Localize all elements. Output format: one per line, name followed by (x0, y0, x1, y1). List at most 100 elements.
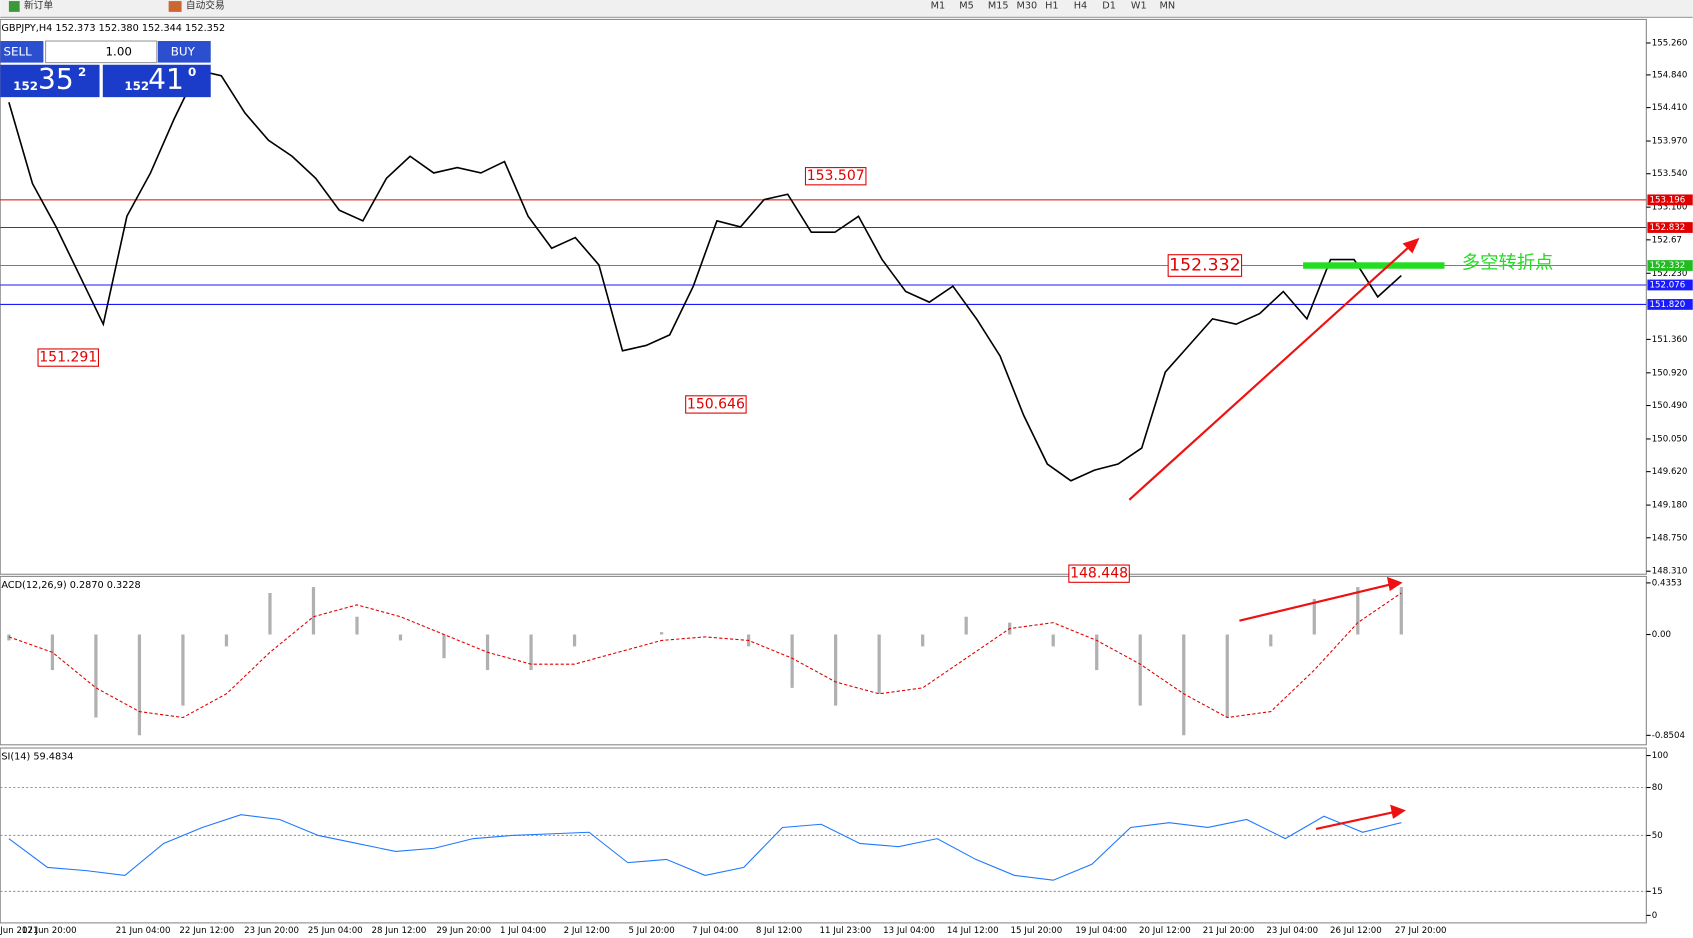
auto-trading-icon[interactable] (168, 1, 182, 12)
x-tick-label: 13 Jul 04:00 (883, 926, 935, 936)
auto-trading-button[interactable]: 自动交易 (186, 0, 225, 11)
timeframe-button[interactable]: M1 (931, 0, 946, 11)
new-order-icon[interactable] (8, 1, 20, 12)
x-tick-label: 11 Jul 23:00 (820, 926, 872, 936)
y-tick-label: 148.750 (1652, 533, 1688, 543)
x-tick-label: 14 Jul 12:00 (947, 926, 999, 936)
price-level-label: 151.820 (1650, 300, 1686, 310)
price-level-tag (1647, 194, 1693, 206)
price-annotation-box (1167, 254, 1243, 277)
price-level-tag (1647, 260, 1693, 271)
price-annotation-box (1068, 564, 1130, 583)
x-tick-label: 7 Jul 04:00 (692, 926, 738, 936)
price-level-tag (1647, 279, 1693, 291)
timeframe-button[interactable]: W1 (1131, 0, 1147, 11)
toolbar (0, 0, 1693, 17)
bid-box[interactable] (0, 64, 100, 98)
price-level-label: 152.832 (1650, 223, 1686, 233)
timeframe-button[interactable]: M30 (1017, 0, 1038, 11)
macd-panel (0, 575, 1647, 746)
price-annotation: 150.646 (687, 396, 745, 412)
buy-label[interactable]: BUY (171, 44, 196, 58)
price-annotation-box (685, 395, 747, 414)
y-tick-label: 154.840 (1652, 70, 1688, 80)
timeframe-button[interactable]: M15 (988, 0, 1009, 11)
x-tick-label: 23 Jun 20:00 (244, 926, 299, 936)
y-tick-label: 0 (1652, 911, 1658, 921)
y-tick-label: 0.4353 (1652, 578, 1682, 588)
bid-mid: 35 (38, 63, 74, 96)
bid-sup: 2 (78, 65, 86, 79)
rsi-panel (0, 747, 1647, 924)
y-tick-label: 148.310 (1652, 567, 1688, 577)
y-tick-label: 150.920 (1652, 368, 1688, 378)
price-line (8, 814, 1402, 881)
x-tick-label: 2 Jul 12:00 (564, 926, 610, 936)
ask-sup: 0 (188, 65, 196, 79)
sell-label[interactable]: SELL (3, 44, 32, 58)
ask-big: 152 (124, 79, 149, 93)
y-tick-label: 50 (1652, 831, 1663, 841)
y-tick-label: 0.00 (1652, 630, 1671, 640)
buy-button[interactable] (157, 41, 211, 63)
x-tick-label: 26 Jul 12:00 (1330, 926, 1382, 936)
x-tick-label: 8 Jul 12:00 (756, 926, 802, 936)
timeframe-button[interactable]: M5 (959, 0, 974, 11)
price-annotation: 153.507 (807, 168, 865, 184)
rsi-trend-line (1315, 810, 1397, 831)
timeframe-button[interactable]: H1 (1045, 0, 1058, 11)
bid-big: 152 (13, 79, 38, 93)
charts: GBPJPY,H4 152.373 152.380 152.344 152.35… (0, 23, 1693, 936)
x-tick-label: 22 Jun 12:00 (179, 926, 234, 936)
price-annotation: 148.448 (1070, 566, 1128, 582)
x-tick-label: 5 Jul 20:00 (628, 926, 674, 936)
y-tick-label: -0.8504 (1652, 731, 1685, 741)
timeframe-button[interactable]: MN (1160, 0, 1176, 11)
timeframe-button[interactable]: H4 (1074, 0, 1087, 11)
y-tick-label: 151.360 (1652, 335, 1688, 345)
x-tick-label: 1 Jul 04:00 (500, 926, 546, 936)
x-tick-label: 27 Jul 20:00 (1395, 926, 1447, 936)
signal-line (8, 592, 1402, 719)
y-tick-label: 149.620 (1652, 467, 1688, 477)
y-tick-label: 153.540 (1652, 169, 1688, 179)
lots-field[interactable] (45, 40, 158, 64)
arrow-head (1402, 237, 1420, 254)
x-tick-label: 17 Jun 20:00 (22, 926, 77, 936)
x-tick-label: 25 Jun 04:00 (308, 926, 363, 936)
y-tick-label: 155.260 (1652, 38, 1688, 48)
arrow-head (1386, 576, 1403, 592)
price-annotation-box (804, 167, 867, 186)
x-tick-label: 19 Jul 04:00 (1075, 926, 1127, 936)
sell-button[interactable] (0, 41, 44, 63)
one-click-panel: SELL 1.00 BUY 152 35 2 152 41 0 (0, 40, 211, 98)
lots-value[interactable]: 1.00 (106, 44, 132, 58)
price-annotation: 151.291 (39, 350, 97, 366)
price-annotation: 152.332 (1169, 256, 1240, 276)
y-tick-label: 152.230 (1652, 269, 1688, 279)
y-tick-label: 150.050 (1652, 434, 1688, 444)
price-level-label: 153.196 (1650, 195, 1686, 205)
y-tick-label: 150.490 (1652, 401, 1688, 411)
y-tick-label: 152.67 (1652, 235, 1682, 245)
ask-mid: 41 (148, 63, 184, 96)
y-tick-label: 153.970 (1652, 137, 1688, 147)
price-annotation-box (37, 348, 100, 367)
trend-arrows (1128, 237, 1420, 831)
x-tick-label: 20 Jul 12:00 (1139, 926, 1191, 936)
price-level-label: 152.332 (1650, 261, 1686, 271)
timeframe-button[interactable]: D1 (1102, 0, 1116, 11)
y-tick-label: 149.180 (1652, 501, 1688, 511)
new-order-button[interactable]: 新订单 (24, 0, 53, 11)
turning-point-bar (1303, 262, 1445, 269)
panel-title: ACD(12,26,9) 0.2870 0.3228 (1, 580, 140, 591)
trend-line (1128, 245, 1411, 501)
x-tick-label: 23 Jul 04:00 (1266, 926, 1318, 936)
macd-trend-line (1239, 582, 1393, 622)
ask-box[interactable] (102, 64, 211, 98)
y-tick-label: 153.100 (1652, 203, 1688, 213)
x-tick-label: Jun 2021 (0, 926, 38, 936)
price-level-label: 152.076 (1650, 280, 1686, 290)
